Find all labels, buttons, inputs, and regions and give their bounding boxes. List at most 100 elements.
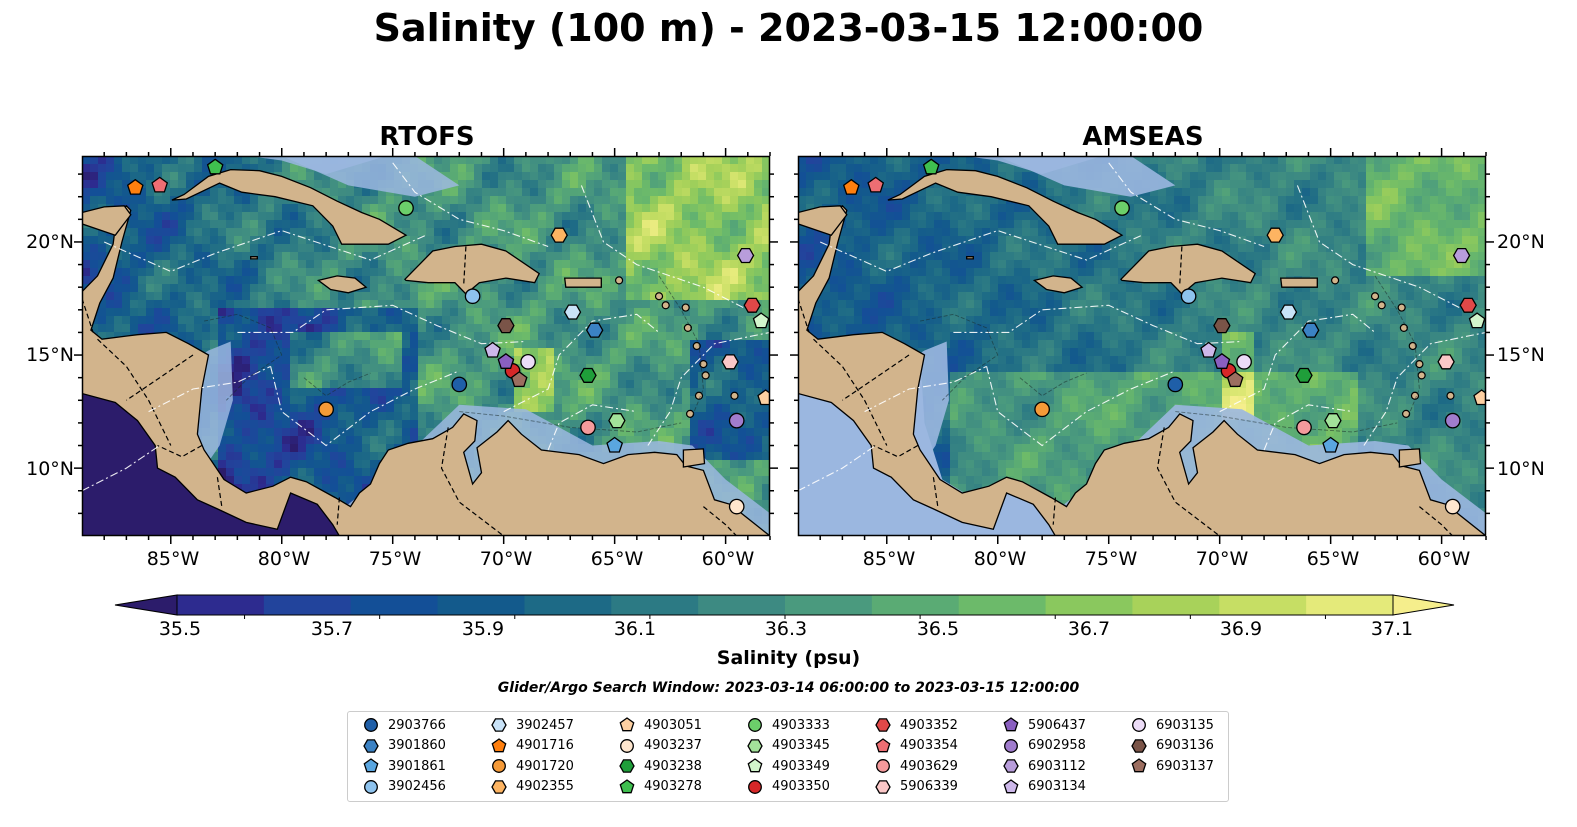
- legend-label: 4901720: [516, 758, 574, 774]
- island: [1446, 391, 1455, 400]
- map-panel-amseas[interactable]: [790, 148, 1494, 544]
- legend-item: 6903112: [1002, 756, 1086, 776]
- float-marker: [497, 318, 515, 334]
- colorbar-tick-label: 36.3: [764, 618, 808, 640]
- lon-tick-label: 65°W: [1306, 548, 1360, 570]
- legend-marker: [876, 759, 890, 773]
- float-marker: [608, 413, 626, 429]
- legend-item: 6903135: [1130, 715, 1214, 735]
- land: [798, 168, 1486, 536]
- hexagon-marker-icon: [1003, 759, 1019, 773]
- colorbar-tick-label: 36.5: [916, 618, 960, 640]
- float-marker: [757, 389, 770, 406]
- hexagon-marker-icon: [619, 759, 635, 773]
- legend-label: 4903237: [644, 738, 702, 753]
- legend-label: 6903134: [1028, 779, 1086, 794]
- legend-marker: [491, 737, 507, 752]
- legend-marker: [1004, 738, 1018, 753]
- float-marker: [1322, 436, 1340, 453]
- pacific-ocean: [798, 392, 1057, 536]
- landmass-puertorico: [1279, 277, 1318, 288]
- island: [1377, 301, 1386, 310]
- float-marker: [520, 353, 536, 370]
- island: [1330, 276, 1340, 285]
- float-marker: [1459, 297, 1477, 313]
- legend-marker: [491, 779, 507, 794]
- float-marker: [151, 176, 169, 193]
- lat-tick-label: 10°N: [1497, 458, 1545, 480]
- float-marker: [721, 354, 739, 370]
- circle-marker-icon: [748, 779, 762, 794]
- float-marker: [1114, 200, 1130, 216]
- float-marker: [867, 176, 885, 193]
- lon-tick-label: 85°W: [146, 548, 200, 570]
- colorbar-tick-label: 36.9: [1219, 618, 1263, 640]
- pentagon-marker-icon: [619, 778, 635, 793]
- colorbar-label: Salinity (psu): [716, 647, 861, 669]
- pentagon-marker-icon: [491, 737, 507, 752]
- island: [692, 341, 701, 351]
- legend-label: 4903333: [772, 717, 830, 733]
- colorbar-segment: [871, 595, 960, 615]
- float-marker: [606, 436, 624, 453]
- circle-marker-icon: [876, 759, 890, 773]
- colorbar-tick-label: 35.7: [310, 618, 354, 640]
- float-marker: [579, 367, 597, 383]
- float-marker: [464, 288, 481, 305]
- legend-item: 5906339: [874, 777, 958, 797]
- legend-item: 3902457: [490, 715, 574, 735]
- legend-marker: [875, 737, 891, 752]
- lat-tick-label: 15°N: [1497, 344, 1545, 366]
- legend-item: 2903766: [362, 715, 446, 735]
- hexagon-marker-icon: [875, 779, 891, 794]
- map-panel-rtofs[interactable]: [74, 148, 778, 544]
- legend-item: 4902355: [490, 777, 574, 797]
- circle-marker-icon: [492, 759, 506, 773]
- colorbar-segment: [263, 595, 352, 615]
- lon-tick-label: 70°W: [479, 548, 533, 570]
- legend-item: 6903136: [1130, 736, 1214, 756]
- float-marker: [206, 158, 224, 175]
- legend-label: 6903136: [1156, 738, 1214, 753]
- float-marker: [743, 297, 761, 313]
- legend-label: 3902457: [516, 717, 574, 733]
- float-marker: [1301, 322, 1320, 338]
- colorbar-segment: [1219, 595, 1307, 615]
- float-marker: [1180, 288, 1197, 305]
- legend: 2903766 3901860 3901861 3902456 3902457 49017…: [347, 711, 1229, 802]
- hexagon-marker-icon: [1131, 738, 1147, 753]
- legend-item: 4903629: [874, 756, 958, 776]
- figure-title: Salinity (100 m) - 2023-03-15 12:00:00: [373, 6, 1204, 50]
- island: [1415, 359, 1424, 369]
- island: [1399, 323, 1408, 333]
- legend-item: 4903350: [746, 777, 830, 797]
- legend-item: 4903278: [618, 777, 702, 797]
- legend-item: 3901860: [362, 736, 446, 756]
- circle-marker-icon: [1132, 718, 1146, 732]
- landmass-hispaniola: [403, 243, 541, 295]
- legend-marker: [747, 758, 763, 773]
- float-marker: [1468, 312, 1486, 329]
- lat-tick-label: 15°N: [26, 344, 74, 366]
- lon-tick-label: 85°W: [862, 548, 916, 570]
- legend-marker: [748, 718, 762, 732]
- legend-label: 4903345: [772, 738, 830, 753]
- float-marker: [497, 352, 515, 369]
- map-ticks: [790, 148, 1494, 544]
- float-marker: [922, 158, 940, 175]
- float-marker: [752, 312, 770, 329]
- landmass-caymans: [250, 256, 258, 260]
- legend-label: 5906437: [1028, 717, 1086, 733]
- float-marker: [1452, 247, 1471, 264]
- landmass-yucatan_top: [82, 205, 132, 236]
- legend-item: 4903333: [746, 715, 830, 735]
- colorbar-tick-label: 36.1: [613, 618, 657, 640]
- island: [654, 292, 664, 301]
- colorbar-segment: [698, 595, 786, 615]
- landmass-jamaica: [316, 275, 368, 294]
- legend-item: 4903238: [618, 756, 702, 776]
- legend-label: 6903137: [1156, 758, 1214, 774]
- panel-title-rtofs: RTOFS: [379, 122, 475, 152]
- landmass-trinidad: [682, 448, 706, 468]
- legend-marker: [619, 759, 635, 773]
